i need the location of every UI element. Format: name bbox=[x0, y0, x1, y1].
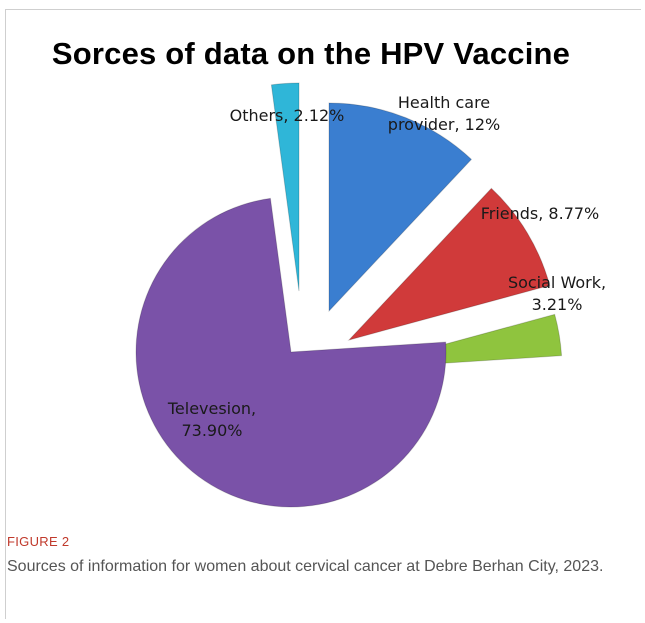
figure-frame-left bbox=[5, 9, 6, 619]
data-label-social-work: Social Work, 3.21% bbox=[508, 273, 606, 314]
data-label-others: Others, 2.12% bbox=[230, 106, 345, 125]
figure-caption: Sources of information for women about c… bbox=[7, 558, 604, 575]
data-label-televesion: Televesion, 73.90% bbox=[167, 399, 256, 440]
pie-chart: Health care provider, 12% Friends, 8.77% So… bbox=[135, 82, 606, 508]
data-label-health-care-provider: Health care provider, 12% bbox=[388, 93, 500, 134]
data-label-friends: Friends, 8.77% bbox=[481, 204, 600, 223]
chart-title: Sorces of data on the HPV Vaccine bbox=[51, 36, 571, 71]
pie-slice-others bbox=[270, 82, 300, 292]
figure-label: FIGURE 2 bbox=[7, 534, 70, 549]
pie-slice-friends bbox=[347, 187, 551, 341]
pie-slice-televesion bbox=[135, 197, 447, 508]
figure-frame-top bbox=[5, 9, 641, 10]
pie-slice-health-care-provider bbox=[328, 102, 473, 313]
